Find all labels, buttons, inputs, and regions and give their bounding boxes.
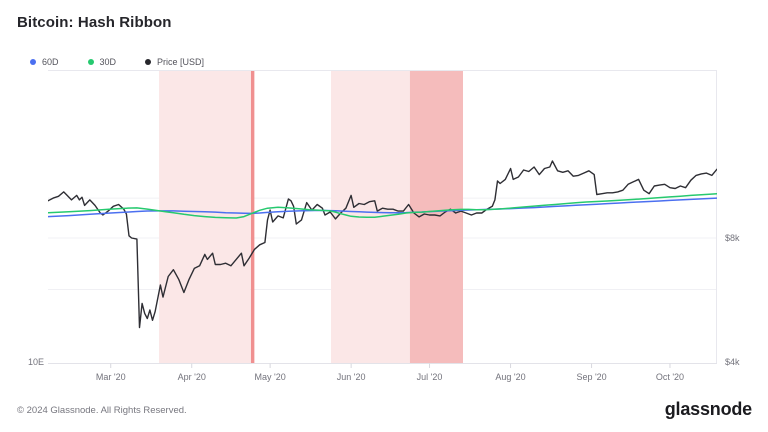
copyright-text: © 2024 Glassnode. All Rights Reserved. xyxy=(17,405,187,416)
legend-dot-30d-icon xyxy=(87,59,94,65)
legend-item-30d[interactable]: 30D xyxy=(87,57,117,67)
chart-svg[interactable] xyxy=(47,70,718,370)
legend-label-price: Price [USD] xyxy=(157,57,205,67)
x-axis-label-Mar20: Mar '20 xyxy=(95,372,126,382)
x-axis-label-Jul20: Jul '20 xyxy=(416,372,443,382)
legend-label-60d: 60D xyxy=(42,57,59,67)
x-axis-label-May20: May '20 xyxy=(254,372,286,382)
glassnode-logo: glassnode xyxy=(664,399,752,419)
hash-axis-label-10E: 10E xyxy=(27,357,44,367)
legend: 60D 30D Price [USD] xyxy=(30,57,204,67)
x-axis-label-Aug20: Aug '20 xyxy=(495,372,526,382)
price-axis-label-4k: $4k xyxy=(725,357,740,367)
series-30d xyxy=(47,193,718,219)
series-price-usd- xyxy=(47,160,718,329)
buy-signal-line xyxy=(250,71,255,363)
chart-plot-area[interactable] xyxy=(47,70,718,375)
x-axis-label-Jun20: Jun '20 xyxy=(336,372,366,382)
price-axis-label-8k: $8k xyxy=(725,233,740,243)
legend-item-60d[interactable]: 60D xyxy=(30,57,59,67)
legend-dot-60d-icon xyxy=(30,59,36,65)
page-title: Bitcoin: Hash Ribbon xyxy=(17,14,172,31)
x-axis-label-Oct20: Oct '20 xyxy=(655,372,685,382)
legend-item-price[interactable]: Price [USD] xyxy=(145,57,204,67)
legend-dot-price-icon xyxy=(145,59,152,65)
x-axis-label-Apr20: Apr '20 xyxy=(177,372,206,382)
x-axis-label-Sep20: Sep '20 xyxy=(576,372,607,382)
legend-label-30d: 30D xyxy=(99,57,117,67)
series-60d xyxy=(47,197,718,218)
hash-ribbon-band-3 xyxy=(409,71,463,363)
